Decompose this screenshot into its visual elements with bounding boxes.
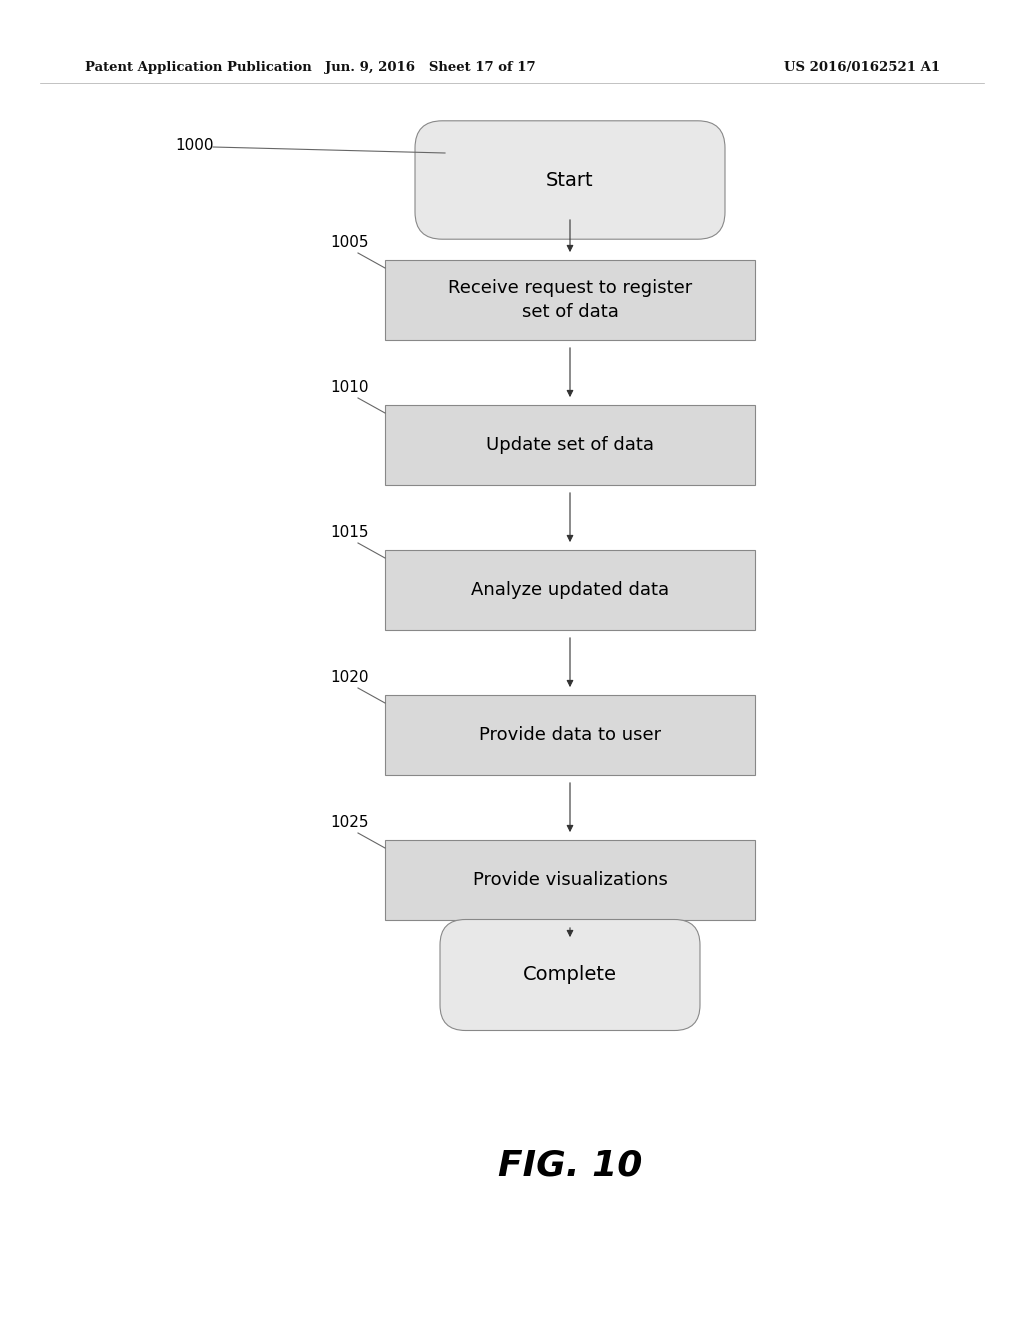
Text: Patent Application Publication: Patent Application Publication [85,61,311,74]
Text: 1025: 1025 [330,814,369,830]
Text: Jun. 9, 2016   Sheet 17 of 17: Jun. 9, 2016 Sheet 17 of 17 [325,61,536,74]
Text: 1000: 1000 [175,137,213,153]
FancyBboxPatch shape [385,840,755,920]
Text: Update set of data: Update set of data [486,436,654,454]
Text: 1015: 1015 [330,525,369,540]
FancyBboxPatch shape [415,121,725,239]
FancyBboxPatch shape [385,260,755,341]
Text: Receive request to register
set of data: Receive request to register set of data [447,280,692,321]
FancyBboxPatch shape [440,920,700,1031]
Text: Analyze updated data: Analyze updated data [471,581,669,599]
FancyBboxPatch shape [385,696,755,775]
FancyBboxPatch shape [385,405,755,484]
Text: Start: Start [546,170,594,190]
Text: 1020: 1020 [330,671,369,685]
Text: 1005: 1005 [330,235,369,249]
Text: Complete: Complete [523,965,617,985]
Text: Provide data to user: Provide data to user [479,726,662,744]
Text: US 2016/0162521 A1: US 2016/0162521 A1 [784,61,940,74]
Text: Provide visualizations: Provide visualizations [472,871,668,888]
Text: 1010: 1010 [330,380,369,395]
FancyBboxPatch shape [385,550,755,630]
Text: FIG. 10: FIG. 10 [498,1148,642,1181]
